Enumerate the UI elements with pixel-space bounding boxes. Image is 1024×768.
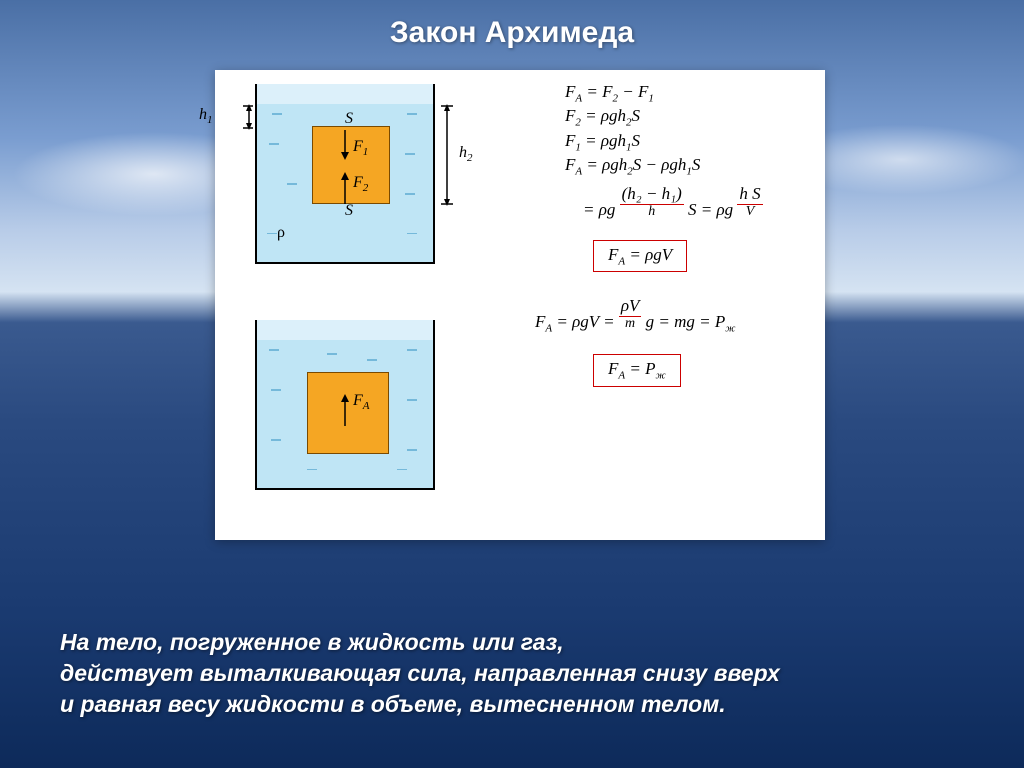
beaker-1: S S F1 F2 ρ	[255, 84, 435, 264]
equations-block: FA = F2 − F1 F2 = ρgh2S F1 = ρgh1S FA = …	[565, 80, 763, 395]
water-dashes-2	[257, 320, 557, 470]
beaker-2: FA	[255, 320, 435, 490]
eq-box2: FA = Pж	[593, 348, 763, 392]
eq-line3: F1 = ρgh1S	[565, 131, 763, 153]
footer-line-3: и равная весу жидкости в объеме, вытесне…	[60, 689, 964, 720]
footer-text: На тело, погруженное в жидкость или газ,…	[60, 627, 964, 720]
eq-line4: FA = ρgh2S − ρgh1S	[565, 155, 763, 177]
eq-line2: F2 = ρgh2S	[565, 106, 763, 128]
label-h2: h2	[459, 144, 473, 164]
water-dashes-1	[257, 84, 557, 234]
eq-line7: FA = ρgV = ρVm g = mg = Pж	[535, 296, 763, 334]
footer-line-2: действует выталкивающая сила, направленн…	[60, 658, 964, 689]
eq-line5: = ρg (h₂ − h₁)h S = ρg h SV	[583, 184, 763, 220]
content-panel: h1 S S F1 F2 ρ	[215, 70, 825, 540]
eq-box1: FA = ρgV	[593, 234, 763, 278]
page-title: Закон Архимеда	[0, 16, 1024, 50]
diagram-2: FA	[255, 320, 435, 490]
eq-line1: FA = F2 − F1	[565, 82, 763, 104]
diagram-1: h1 S S F1 F2 ρ	[255, 84, 435, 264]
footer-line-1: На тело, погруженное в жидкость или газ,	[60, 627, 964, 658]
h1-bracket	[217, 102, 253, 152]
label-h1: h1	[199, 106, 213, 126]
